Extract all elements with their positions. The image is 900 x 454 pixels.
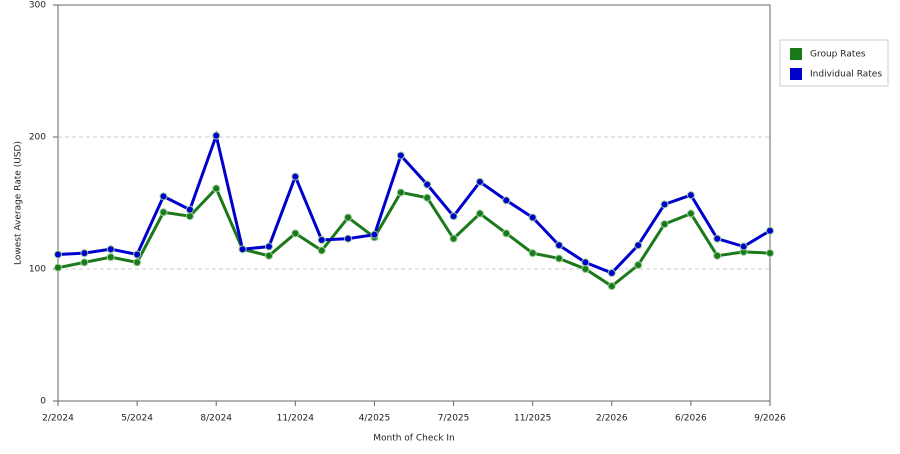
data-point	[634, 261, 643, 270]
plot-frame	[57, 4, 771, 402]
data-point	[449, 212, 458, 221]
data-point	[159, 208, 168, 217]
x-tick-label: 11/2025	[514, 414, 551, 424]
data-point	[264, 251, 273, 260]
data-point	[317, 235, 326, 244]
data-point	[238, 245, 247, 254]
x-tick-label: 11/2024	[277, 414, 315, 424]
x-tick-label: 8/2024	[200, 414, 232, 424]
data-point	[106, 253, 115, 262]
data-point	[739, 242, 748, 251]
data-point	[475, 177, 484, 186]
data-point	[133, 258, 142, 267]
data-point	[581, 265, 590, 273]
y-tick-label: 200	[29, 133, 46, 143]
data-point	[660, 200, 669, 209]
data-point	[502, 196, 511, 205]
legend-label: Group Rates	[810, 50, 866, 60]
x-tick-label: 4/2025	[359, 414, 391, 424]
data-point	[528, 213, 537, 222]
data-point	[686, 191, 695, 200]
data-point	[713, 251, 722, 260]
legend-label: Individual Rates	[810, 70, 882, 80]
x-tick-label: 9/2026	[754, 414, 786, 424]
x-tick-label: 7/2025	[438, 414, 470, 424]
data-point	[660, 220, 669, 229]
series-line	[57, 185, 771, 289]
series-line	[57, 130, 771, 275]
data-point	[185, 212, 194, 221]
data-point	[766, 249, 774, 258]
data-point	[159, 192, 168, 201]
y-tick-label: 0	[40, 397, 46, 407]
data-point	[396, 188, 405, 197]
data-point	[80, 249, 89, 258]
y-tick-label: 300	[29, 1, 46, 11]
data-point	[80, 258, 89, 267]
data-point	[766, 226, 774, 235]
data-point	[317, 246, 326, 255]
data-point	[686, 209, 695, 218]
data-point	[106, 245, 115, 254]
data-point	[607, 282, 616, 291]
data-point	[291, 172, 300, 181]
data-point	[264, 242, 273, 251]
data-point	[370, 230, 379, 239]
data-point	[185, 205, 194, 214]
data-point	[212, 184, 221, 193]
data-point	[54, 263, 62, 272]
data-point	[555, 254, 564, 263]
data-point	[502, 229, 511, 238]
data-point	[133, 250, 142, 259]
data-point	[54, 250, 62, 259]
x-tick-label: 6/2026	[675, 414, 707, 424]
data-point	[713, 234, 722, 243]
data-point	[607, 268, 616, 277]
y-tick-label: 100	[29, 265, 46, 275]
data-point	[396, 151, 405, 160]
x-tick-label: 2/2026	[596, 414, 628, 424]
data-point	[449, 234, 458, 243]
data-point	[634, 241, 643, 250]
data-point	[291, 229, 300, 238]
data-point	[423, 180, 432, 189]
data-point	[475, 209, 484, 218]
data-point	[555, 241, 564, 250]
data-point	[581, 258, 590, 267]
data-point	[344, 234, 353, 243]
x-axis-label: Month of Check In	[373, 434, 455, 444]
data-point	[423, 193, 432, 202]
data-point	[528, 249, 537, 258]
y-axis-label: Lowest Average Rate (USD)	[14, 141, 24, 265]
x-tick-label: 5/2024	[121, 414, 153, 424]
x-tick-label: 2/2024	[42, 414, 74, 424]
data-point	[212, 131, 221, 140]
data-point	[344, 213, 353, 222]
legend-swatch	[790, 68, 802, 80]
legend-swatch	[790, 48, 802, 60]
